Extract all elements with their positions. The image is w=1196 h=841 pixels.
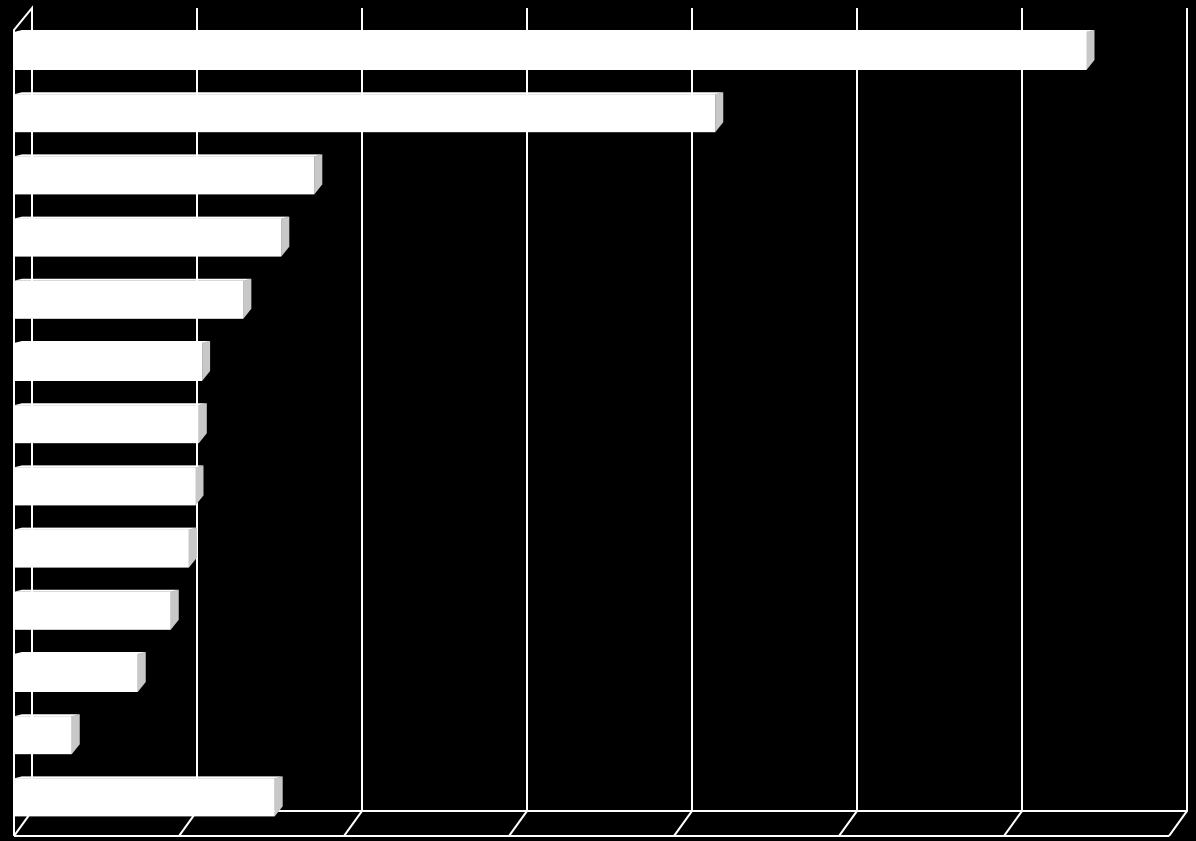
bar (14, 30, 1095, 70)
bar (14, 652, 146, 692)
bar (14, 154, 323, 195)
bar (14, 341, 211, 381)
bar (14, 465, 204, 506)
bar-layer (14, 30, 1095, 817)
bar (14, 216, 290, 257)
bar (14, 714, 80, 755)
gridline (1003, 8, 1023, 837)
bar (14, 589, 179, 630)
bar (14, 776, 283, 817)
gridline (838, 8, 858, 837)
gridline (1168, 8, 1188, 837)
bar (14, 403, 207, 444)
bar (14, 92, 724, 133)
bar (14, 278, 252, 319)
bar (14, 527, 197, 568)
